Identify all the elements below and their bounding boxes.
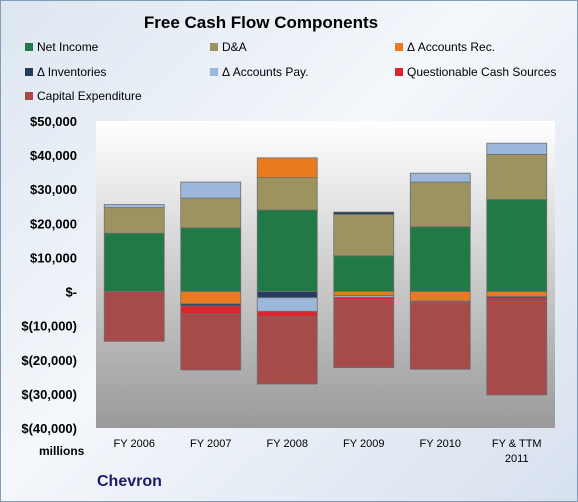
x-tick-label: FY 2007 [190,438,231,450]
x-tick-label: FY 2006 [114,438,155,450]
bar-questionable-cash-sources-fy-2008 [256,310,318,318]
legend-swatch [210,68,218,76]
bar-capital-expenditure-fy-2007 [180,313,242,371]
y-tick-label: $40,000 [30,148,77,163]
chart-title: Free Cash Flow Components [143,13,379,32]
bar-capital-expenditure-fy-2006 [103,291,165,342]
bar-d-a-fy-ttm-2011 [486,154,548,200]
y-axis-unit: millions [39,444,85,458]
bar-questionable-cash-sources-fy-2007 [180,305,242,315]
legend-swatch [25,68,33,76]
legend-swatch [25,43,33,51]
bar-net-income-fy-2007 [180,227,242,292]
legend-item-inventories: Δ Inventories [25,65,106,79]
x-tick-label: FY 2010 [420,438,461,450]
bar-capital-expenditure-fy-2010 [409,302,471,370]
bar-accounts-rec-fy-ttm-2011 [486,291,548,298]
y-tick-label: $(40,000) [21,421,77,436]
bar-accounts-rec-fy-2010 [409,291,471,302]
x-tick-label: FY & TTM 2011 [492,438,542,465]
bar-accounts-pay-fy-2006 [103,204,165,209]
y-tick-label: $10,000 [30,250,77,265]
bar-d-a-fy-2010 [409,181,471,228]
plot-background [96,121,555,428]
legend-item-accounts-pay: Δ Accounts Pay. [210,65,309,79]
bar-inventories-fy-2009 [333,211,395,215]
bar-d-a-fy-2007 [180,197,242,229]
y-tick-label: $(20,000) [21,353,77,368]
bar-capital-expenditure-fy-2008 [256,316,318,385]
bar-accounts-rec-fy-2008 [256,157,318,179]
y-tick-label: $20,000 [30,216,77,231]
y-tick-label: $(10,000) [21,319,77,334]
bar-net-income-fy-2008 [256,209,318,292]
bar-capital-expenditure-fy-ttm-2011 [486,300,548,396]
bar-net-income-fy-ttm-2011 [486,199,548,292]
company-name: Chevron [97,473,162,490]
bar-questionable-cash-sources-fy-ttm-2011 [486,297,548,302]
legend-swatch [395,43,403,51]
legend-swatch [25,92,33,100]
bar-accounts-pay-fy-2007 [180,181,242,199]
bar-accounts-pay-fy-2008 [256,297,318,312]
bar-d-a-fy-2009 [333,214,395,257]
bar-inventories-fy-2008 [256,291,318,299]
legend-swatch [210,43,218,51]
legend: Net Income D&A Δ Accounts Rec. Δ Invento… [1,1,578,111]
y-tick-label: $- [65,285,77,300]
bar-net-income-fy-2006 [103,232,165,292]
legend-item-capex: Capital Expenditure [25,89,142,103]
legend-item-questionable-cash: Questionable Cash Sources [395,65,556,79]
legend-item-net-income: Net Income [25,40,98,54]
bar-net-income-fy-2010 [409,226,471,292]
bar-accounts-pay-fy-2010 [409,172,471,183]
bar-accounts-pay-fy-ttm-2011 [486,142,548,155]
bar-capital-expenditure-fy-2009 [333,299,395,369]
y-tick-label: $30,000 [30,182,77,197]
bar-d-a-fy-2006 [103,207,165,234]
x-tick-label: FY 2008 [267,438,308,450]
bar-net-income-fy-2009 [333,255,395,292]
legend-item-accounts-rec: Δ Accounts Rec. [395,40,495,54]
x-tick-label: FY 2009 [343,438,384,450]
y-tick-label: $(30,000) [21,387,77,402]
legend-item-da: D&A [210,40,247,54]
y-tick-label: $50,000 [30,114,77,129]
legend-swatch [395,68,403,76]
bar-accounts-rec-fy-2009 [333,291,395,297]
bar-d-a-fy-2008 [256,177,318,211]
bar-accounts-rec-fy-2007 [180,291,242,305]
